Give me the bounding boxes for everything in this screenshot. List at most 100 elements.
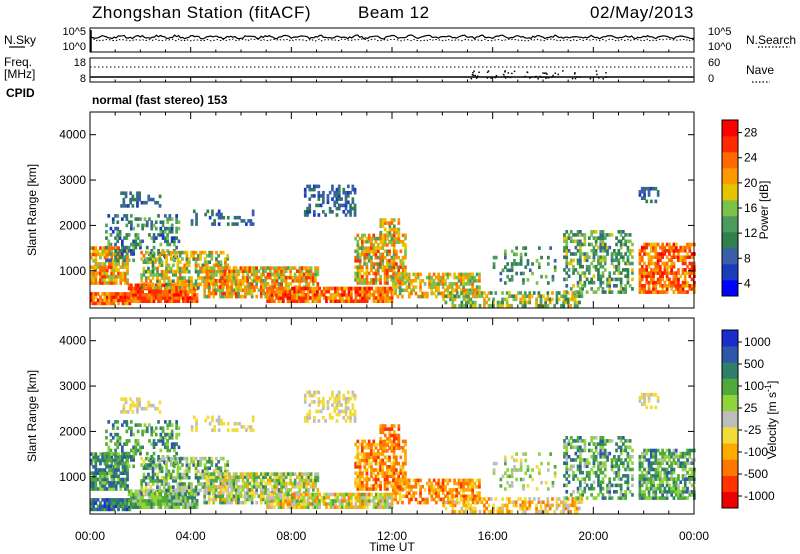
range-gate-cell xyxy=(350,299,353,303)
range-gate-cell xyxy=(132,455,135,459)
nave-dot xyxy=(552,74,554,77)
range-gate-cell xyxy=(576,303,579,308)
range-gate-cell xyxy=(250,285,254,289)
range-gate-cell xyxy=(141,289,144,294)
range-gate-cell xyxy=(114,484,118,488)
range-gate-cell xyxy=(336,495,340,500)
range-gate-cell xyxy=(101,498,104,502)
range-gate-cell xyxy=(127,489,131,494)
range-gate-cell xyxy=(244,266,247,270)
range-gate-cell xyxy=(308,203,312,208)
range-gate-cell xyxy=(322,495,326,500)
range-gate-cell xyxy=(105,464,108,469)
range-gate-cell xyxy=(448,285,452,289)
range-gate-cell xyxy=(435,282,438,286)
range-gate-cell xyxy=(183,263,187,268)
range-gate-cell xyxy=(259,294,263,299)
range-gate-cell xyxy=(670,249,673,253)
range-gate-cell xyxy=(219,472,222,476)
range-gate-cell xyxy=(672,255,676,259)
range-gate-cell xyxy=(259,485,263,489)
range-gate-cell xyxy=(133,403,137,408)
range-gate-cell xyxy=(273,495,276,500)
range-gate-cell xyxy=(656,258,660,263)
range-gate-cell xyxy=(603,236,607,240)
range-gate-cell xyxy=(659,280,662,285)
range-gate-cell xyxy=(262,282,265,286)
range-gate-cell xyxy=(538,246,541,250)
range-gate-cell xyxy=(524,252,528,257)
range-gate-cell xyxy=(363,502,367,506)
range-gate-cell xyxy=(178,276,182,280)
nave-dot xyxy=(535,75,537,78)
nave-dot xyxy=(595,70,598,72)
range-gate-cell xyxy=(608,287,612,291)
range-gate-cell xyxy=(280,472,283,476)
range-gate-cell xyxy=(205,478,209,483)
range-gate-cell xyxy=(92,301,95,306)
range-gate-cell xyxy=(401,272,404,277)
range-gate-cell xyxy=(349,190,352,195)
range-gate-cell xyxy=(372,289,376,294)
range-gate-cell xyxy=(289,266,292,270)
range-gate-cell xyxy=(277,502,281,506)
range-gate-cell xyxy=(109,439,113,443)
range-gate-cell xyxy=(307,282,311,286)
range-gate-cell xyxy=(273,481,277,486)
range-gate-cell xyxy=(686,264,689,269)
range-gate-cell xyxy=(365,442,369,447)
range-gate-cell xyxy=(233,222,237,226)
range-gate-cell xyxy=(190,250,193,255)
range-gate-cell xyxy=(353,412,357,417)
range-gate-cell xyxy=(322,502,326,506)
range-gate-cell xyxy=(356,465,360,469)
range-gate-cell xyxy=(539,300,543,305)
range-gate-cell xyxy=(478,279,481,283)
range-gate-cell xyxy=(441,275,445,280)
range-gate-cell xyxy=(161,236,165,240)
range-gate-cell xyxy=(194,485,198,489)
range-gate-cell xyxy=(665,255,669,259)
range-gate-cell xyxy=(151,276,155,280)
range-gate-cell xyxy=(222,215,226,220)
range-gate-cell xyxy=(223,266,227,270)
range-gate-cell xyxy=(640,274,644,278)
range-gate-cell xyxy=(522,271,525,276)
range-gate-cell xyxy=(212,291,215,296)
range-gate-cell xyxy=(361,445,364,450)
range-gate-cell xyxy=(158,469,162,474)
range-gate-cell xyxy=(412,272,416,277)
range-gate-cell xyxy=(386,274,389,279)
range-gate-cell xyxy=(381,286,385,291)
range-gate-cell xyxy=(288,502,292,506)
range-gate-cell xyxy=(210,460,214,464)
range-gate-cell xyxy=(419,294,422,299)
range-gate-cell xyxy=(266,286,269,291)
range-gate-cell xyxy=(354,293,358,297)
range-gate-cell xyxy=(416,294,420,299)
station-title: Zhongshan Station (fitACF) xyxy=(92,3,311,22)
range-gate-cell xyxy=(175,230,178,234)
range-gate-cell xyxy=(246,282,249,286)
range-gate-cell xyxy=(672,284,676,288)
range-gate-cell xyxy=(223,485,227,489)
range-gate-cell xyxy=(90,281,93,285)
range-gate-cell xyxy=(683,268,687,272)
range-gate-cell xyxy=(152,239,156,244)
range-gate-cell xyxy=(105,249,109,254)
range-gate-cell xyxy=(121,239,124,244)
range-gate-cell xyxy=(293,502,296,506)
range-gate-cell xyxy=(166,299,169,303)
range-gate-cell xyxy=(201,250,205,255)
range-gate-cell xyxy=(176,488,180,493)
range-gate-cell xyxy=(654,261,658,266)
range-gate-cell xyxy=(253,472,256,476)
range-gate-cell xyxy=(374,452,378,456)
range-gate-cell xyxy=(212,266,215,270)
range-gate-cell xyxy=(144,285,148,290)
range-gate-cell xyxy=(590,230,593,234)
range-gate-cell xyxy=(132,296,135,300)
range-gate-cell xyxy=(565,230,569,234)
range-gate-cell xyxy=(394,291,397,296)
range-gate-cell xyxy=(96,455,100,460)
